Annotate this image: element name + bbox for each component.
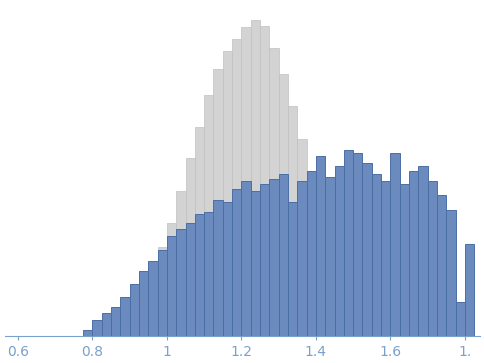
Bar bbox=[400, 184, 409, 336]
Bar bbox=[363, 317, 372, 336]
Bar bbox=[111, 306, 121, 336]
Bar bbox=[204, 212, 213, 336]
Bar bbox=[102, 323, 111, 336]
Bar bbox=[121, 297, 130, 336]
Bar bbox=[325, 240, 334, 336]
Bar bbox=[381, 331, 391, 336]
Bar bbox=[260, 26, 270, 336]
Bar bbox=[409, 171, 418, 336]
Bar bbox=[213, 200, 223, 336]
Bar bbox=[279, 174, 288, 336]
Bar bbox=[288, 106, 297, 336]
Bar bbox=[148, 268, 158, 336]
Bar bbox=[223, 51, 232, 336]
Bar bbox=[316, 208, 325, 336]
Bar bbox=[130, 299, 139, 336]
Bar bbox=[223, 202, 232, 336]
Bar bbox=[297, 139, 306, 336]
Bar bbox=[446, 210, 455, 336]
Bar bbox=[158, 247, 167, 336]
Bar bbox=[372, 174, 381, 336]
Bar bbox=[353, 153, 363, 336]
Bar bbox=[344, 150, 353, 336]
Bar bbox=[391, 334, 400, 336]
Bar bbox=[185, 158, 195, 336]
Bar bbox=[325, 177, 334, 336]
Bar bbox=[232, 189, 242, 336]
Bar bbox=[232, 39, 242, 336]
Bar bbox=[167, 236, 176, 336]
Bar bbox=[306, 174, 316, 336]
Bar bbox=[428, 181, 437, 336]
Bar bbox=[297, 181, 306, 336]
Bar bbox=[242, 27, 251, 336]
Bar bbox=[363, 163, 372, 336]
Bar bbox=[102, 313, 111, 336]
Bar bbox=[279, 74, 288, 336]
Bar bbox=[148, 261, 158, 336]
Bar bbox=[121, 310, 130, 336]
Bar bbox=[391, 153, 400, 336]
Bar bbox=[185, 223, 195, 336]
Bar bbox=[334, 166, 344, 336]
Bar bbox=[270, 48, 279, 336]
Bar bbox=[418, 166, 428, 336]
Bar bbox=[251, 191, 260, 336]
Bar bbox=[400, 335, 409, 336]
Bar bbox=[465, 244, 474, 336]
Bar bbox=[242, 181, 251, 336]
Bar bbox=[176, 191, 185, 336]
Bar bbox=[288, 202, 297, 336]
Bar bbox=[353, 305, 363, 336]
Bar bbox=[195, 215, 204, 336]
Bar bbox=[270, 179, 279, 336]
Bar bbox=[139, 286, 148, 336]
Bar bbox=[111, 317, 121, 336]
Bar bbox=[344, 288, 353, 336]
Bar bbox=[316, 156, 325, 336]
Bar bbox=[334, 266, 344, 336]
Bar bbox=[260, 184, 270, 336]
Bar bbox=[251, 20, 260, 336]
Bar bbox=[92, 330, 102, 336]
Bar bbox=[92, 320, 102, 336]
Bar bbox=[139, 271, 148, 336]
Bar bbox=[176, 229, 185, 336]
Bar bbox=[204, 95, 213, 336]
Bar bbox=[213, 69, 223, 336]
Bar bbox=[372, 325, 381, 336]
Bar bbox=[381, 181, 391, 336]
Bar bbox=[306, 171, 316, 336]
Bar bbox=[158, 250, 167, 336]
Bar bbox=[437, 195, 446, 336]
Bar bbox=[167, 223, 176, 336]
Bar bbox=[455, 302, 465, 336]
Bar bbox=[83, 330, 92, 336]
Bar bbox=[130, 284, 139, 336]
Bar bbox=[195, 127, 204, 336]
